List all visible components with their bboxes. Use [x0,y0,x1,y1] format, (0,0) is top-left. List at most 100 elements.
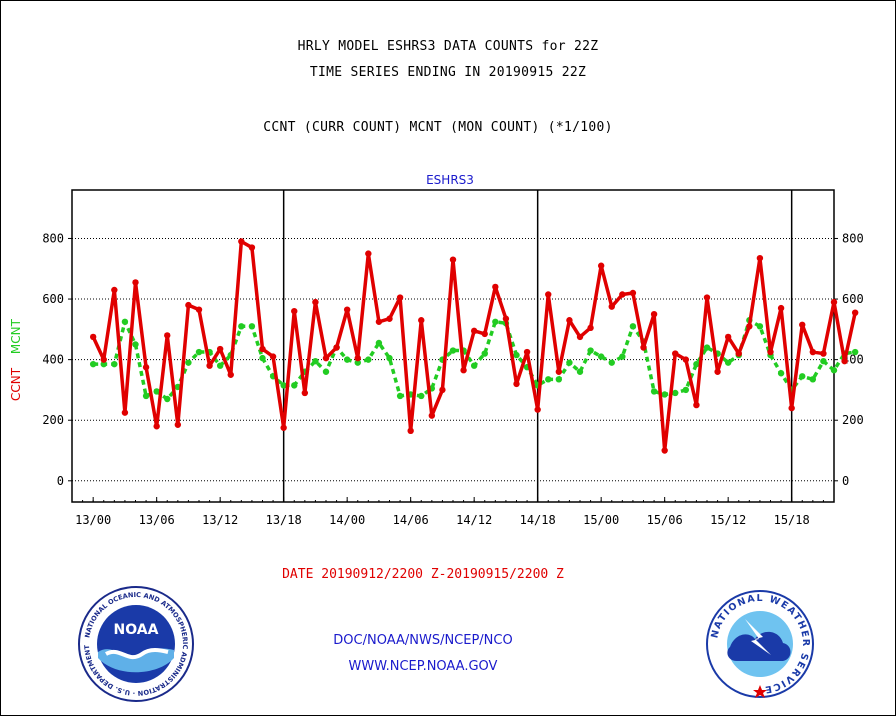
data-point-ccnt [142,364,150,371]
y-tick-label-left: 800 [42,231,64,245]
data-point-ccnt [492,283,499,291]
data-point-ccnt [396,294,404,301]
data-point-ccnt [703,294,711,301]
data-point-mcnt [576,368,584,375]
noaa-logo-icon: NATIONAL OCEANIC AND ATMOSPHERIC ADMINIS… [76,584,194,702]
data-point-mcnt [396,392,404,400]
data-point-ccnt [830,298,838,306]
y-tick-label-left: 0 [57,474,64,488]
x-tick-label: 14/06 [393,513,429,527]
y-tick-label-right: 200 [842,413,864,427]
org-link[interactable]: DOC/NOAA/NWS/NCEP/NCO [333,633,513,648]
data-point-mcnt [386,354,393,362]
data-point-mcnt [164,395,171,403]
data-point-mcnt [799,373,806,380]
data-point-mcnt [312,357,319,365]
data-point-ccnt [555,368,563,375]
data-point-mcnt [851,348,859,356]
noaa-text: NOAA [114,622,159,638]
data-point-ccnt [788,404,795,412]
data-point-ccnt [206,362,213,369]
website-link[interactable]: WWW.NCEP.NOAA.GOV [348,659,498,674]
y-tick-label-left: 600 [42,292,64,306]
x-tick-label: 13/00 [75,513,111,527]
data-point-mcnt [375,339,383,347]
data-point-ccnt [418,317,425,324]
data-point-ccnt [735,350,742,357]
x-tick-label: 13/18 [266,513,302,527]
data-point-mcnt [608,359,615,366]
data-point-ccnt [89,333,97,341]
data-point-mcnt [89,360,97,368]
data-point-mcnt [724,359,732,366]
data-point-ccnt [534,406,541,413]
y-axis-label-mcnt: MCNT [9,318,23,354]
data-point-ccnt [672,350,679,357]
y-tick-label-right: 800 [842,231,864,245]
data-point-ccnt [100,356,107,363]
data-point-mcnt [566,359,573,366]
grid-layer [72,190,834,502]
data-point-ccnt [312,298,319,306]
data-point-mcnt [322,368,330,375]
x-tick-label: 15/00 [583,513,619,527]
data-point-ccnt [661,447,668,454]
data-point-ccnt [164,332,171,339]
data-point-mcnt [216,362,224,369]
data-point-ccnt [227,371,234,378]
data-point-mcnt [343,356,351,363]
data-point-mcnt [703,344,711,351]
data-point-ccnt [799,321,806,328]
data-point-ccnt [238,238,245,245]
data-point-mcnt [682,386,690,394]
data-point-mcnt [809,376,817,383]
data-point-mcnt [597,353,605,360]
data-point-ccnt [428,412,436,419]
y-tick-label-right: 0 [842,474,849,488]
x-tick-label: 14/12 [456,513,492,527]
data-point-mcnt [291,382,298,389]
plot-title: ESHRS3 [426,173,474,187]
data-point-ccnt [333,344,340,351]
data-point-ccnt [841,357,848,365]
data-point-ccnt [375,318,383,325]
chart-title-line2: TIME SERIES ENDING IN 20190915 22Z [309,65,587,80]
x-tick-label: 13/06 [139,513,175,527]
data-point-ccnt [756,254,764,262]
data-point-mcnt [142,392,150,400]
data-point-ccnt [608,303,615,310]
data-point-ccnt [185,301,192,309]
data-point-mcnt [756,323,764,330]
y-tick-label-left: 200 [42,413,64,427]
data-point-ccnt [343,306,351,313]
data-point-ccnt [566,317,573,324]
x-tick-label: 13/12 [202,513,238,527]
data-point-mcnt [545,376,552,383]
data-point-mcnt [449,347,457,354]
data-point-mcnt [555,376,563,383]
data-point-mcnt [195,348,203,356]
data-point-ccnt [597,262,605,269]
data-point-mcnt [111,360,118,368]
data-point-ccnt [132,279,139,286]
y-axis-label: CCNT MCNT [9,318,23,401]
data-point-mcnt [672,389,679,397]
series-line-ccnt [91,239,857,453]
data-point-ccnt [809,348,817,356]
data-point-mcnt [820,357,827,365]
data-point-mcnt [470,362,478,369]
data-point-mcnt [830,367,838,374]
data-point-mcnt [280,382,287,389]
y-tick-label-left: 400 [42,353,64,367]
data-point-ccnt [407,427,414,435]
data-point-mcnt [121,318,129,325]
data-point-mcnt [248,323,256,330]
data-point-ccnt [714,368,721,375]
data-point-ccnt [523,348,531,356]
data-point-mcnt [693,360,700,368]
data-point-mcnt [259,354,266,362]
data-point-ccnt [439,386,446,394]
data-point-ccnt [460,367,467,374]
data-point-ccnt [640,344,647,351]
